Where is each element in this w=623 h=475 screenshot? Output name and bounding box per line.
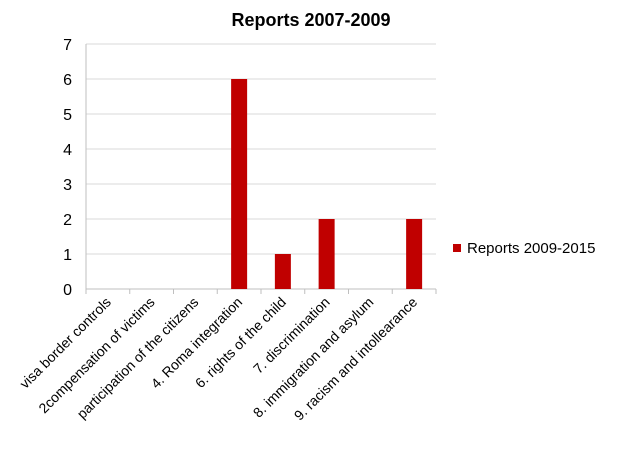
y-tick-label: 4 xyxy=(63,142,72,159)
chart-title: Reports 2007-2009 xyxy=(231,10,390,30)
y-tick-label: 1 xyxy=(63,247,72,264)
bar xyxy=(231,79,248,289)
x-tick-label: 7. discrimination xyxy=(250,294,333,377)
y-tick-label: 2 xyxy=(63,212,72,229)
y-tick-label: 7 xyxy=(63,37,72,54)
legend-label: Reports 2009-2015 xyxy=(467,240,595,257)
axes xyxy=(85,44,437,294)
bar xyxy=(406,219,423,289)
bar xyxy=(274,254,291,289)
y-tick-label: 5 xyxy=(63,107,72,124)
y-tick-label: 0 xyxy=(63,282,72,299)
y-tick-label: 6 xyxy=(63,72,72,89)
gridlines xyxy=(86,43,436,255)
legend: Reports 2009-2015 xyxy=(453,240,595,257)
bars xyxy=(231,79,423,289)
y-tick-label: 3 xyxy=(63,177,72,194)
y-tick-labels: 0 1 2 3 4 5 6 7 xyxy=(63,37,72,299)
legend-swatch xyxy=(453,244,461,252)
bar xyxy=(318,219,335,289)
